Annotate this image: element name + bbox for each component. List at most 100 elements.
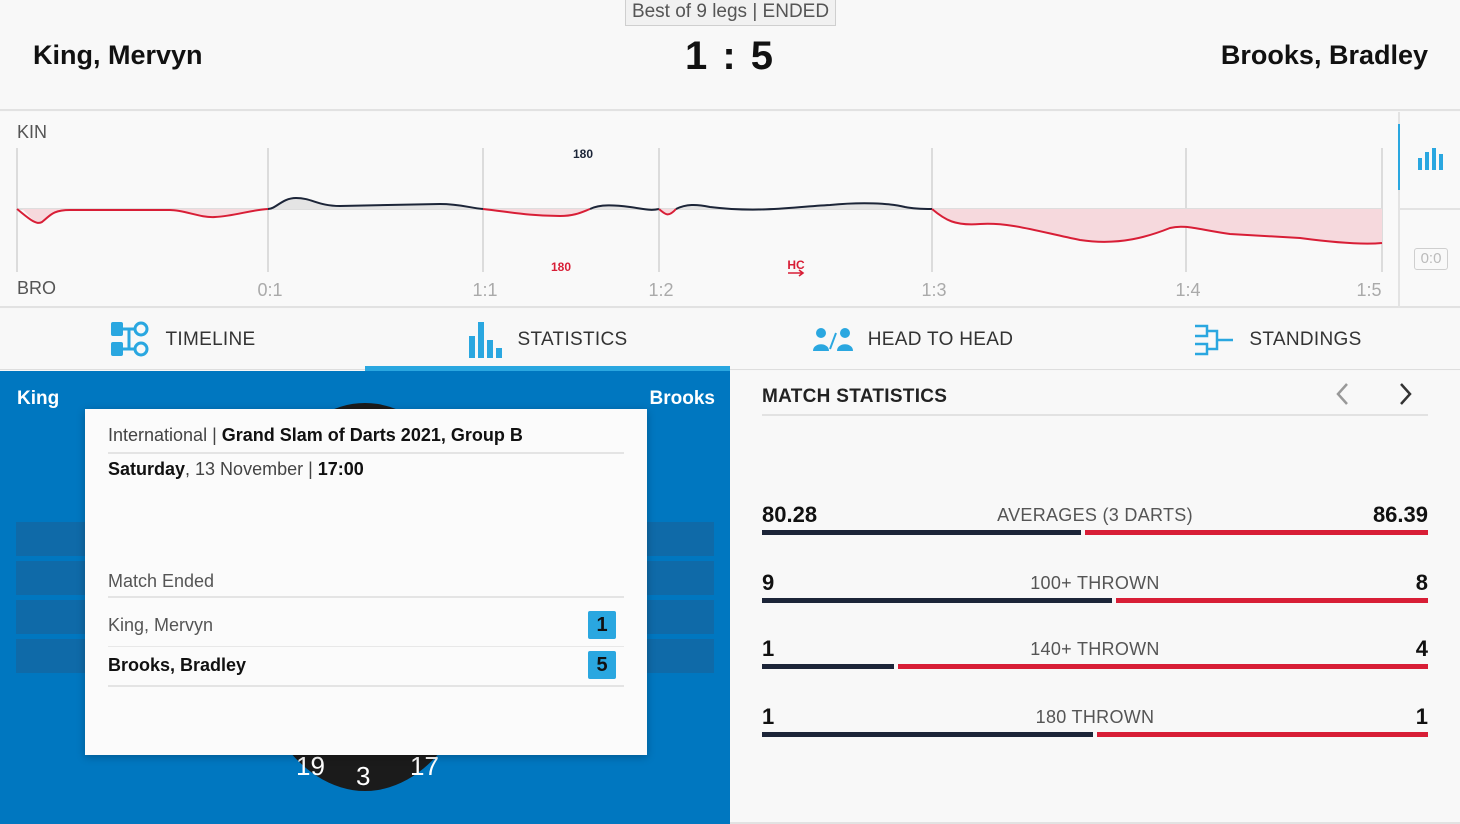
active-indicator [1398, 124, 1400, 190]
annotation-high-checkout: HC [787, 258, 805, 272]
tab-label: TIMELINE [165, 328, 256, 350]
leg-tick-label: 0:1 [257, 280, 282, 300]
timeline-icon [111, 321, 149, 356]
result-row: King, Mervyn 1 [108, 607, 624, 647]
match-status: Match Ended [108, 571, 624, 598]
player-left-name[interactable]: King, Mervyn [33, 40, 203, 70]
result-player-score: 1 [588, 611, 616, 639]
match-statistics-panel: MATCH STATISTICS 80.28 AVERAGES (3 DARTS)… [730, 371, 1460, 824]
stat-row: 1 180 THROWN 1 [762, 704, 1428, 744]
stat-bar-right [898, 664, 1428, 669]
stat-label: 100+ THROWN [1030, 573, 1160, 593]
stat-row: 9 100+ THROWN 8 [762, 570, 1428, 610]
stat-value-left: 9 [762, 570, 775, 595]
leg-tick-label: 1:2 [648, 280, 673, 300]
stat-label: 140+ THROWN [1030, 639, 1160, 659]
stat-value-right: 4 [1415, 636, 1428, 661]
separator: | [207, 425, 222, 445]
annotation-180-brooks: 180 [551, 260, 571, 274]
tab-statistics[interactable]: STATISTICS [365, 309, 730, 371]
tab-standings[interactable]: STANDINGS [1095, 309, 1460, 370]
momentum-line-brooks [931, 208, 1383, 245]
bracket-icon [1195, 324, 1234, 355]
timeline-controls: 0:0 [1398, 112, 1460, 308]
stat-bar-right [1085, 530, 1428, 535]
king-momentum-fill [268, 198, 932, 210]
score-right: 5 [750, 34, 776, 78]
dartboard-number: 19 [296, 751, 325, 781]
tournament-name[interactable]: Grand Slam of Darts 2021, Group B [221, 425, 523, 445]
stat-value-right: 8 [1415, 570, 1428, 595]
momentum-line-king [267, 196, 484, 210]
match-score: 1 : 5 [640, 34, 820, 79]
category: International [108, 425, 208, 445]
player-right-name[interactable]: Brooks, Bradley [1220, 40, 1428, 70]
checkout-arrow-icon [788, 269, 805, 277]
chevron-right-icon[interactable] [1390, 379, 1420, 409]
score-separator: : [722, 34, 738, 78]
stat-value-left: 80.28 [762, 502, 818, 527]
stat-bar-right [1116, 598, 1428, 603]
reset-score-button[interactable]: 0:0 [1414, 248, 1448, 270]
stat-label: 180 THROWN [1035, 707, 1155, 727]
stat-label: AVERAGES (3 DARTS) [997, 505, 1193, 525]
tab-head-to-head[interactable]: HEAD TO HEAD [730, 309, 1095, 370]
separator: | [303, 459, 318, 479]
tab-label: STATISTICS [517, 328, 628, 350]
stat-row: 80.28 AVERAGES (3 DARTS) 86.39 [762, 502, 1428, 542]
board-player-left: King [17, 388, 60, 409]
date-line: Saturday, 13 November | 17:00 [108, 459, 364, 480]
momentum-line-brooks [16, 208, 269, 224]
result-row: Brooks, Bradley 5 [108, 647, 624, 687]
result-player-name[interactable]: King, Mervyn [108, 615, 214, 635]
stat-bar-left [762, 732, 1093, 737]
tab-label: STANDINGS [1249, 328, 1362, 350]
match-info-card: International | Grand Slam of Darts 2021… [85, 409, 647, 755]
annotation-180-king: 180 [573, 147, 593, 161]
momentum-chart: KIN BRO 0:1 1:1 1:2 1:3 1:4 1:5 180 180 … [16, 122, 1383, 300]
date: , 13 November [185, 459, 304, 479]
stats-title: MATCH STATISTICS [762, 386, 1428, 416]
stat-row: 1 140+ THROWN 4 [762, 636, 1428, 676]
leg-tick-label: 1:4 [1175, 280, 1200, 300]
tab-label: HEAD TO HEAD [867, 328, 1014, 350]
stat-bar-left [762, 664, 894, 669]
stat-bar-left [762, 530, 1081, 535]
timeline-bottom-player-label: BRO [17, 278, 56, 298]
start-time: 17:00 [317, 459, 364, 479]
stat-value-right: 86.39 [1372, 502, 1428, 527]
panel-bottom-border [730, 822, 1460, 824]
bar-chart-icon[interactable] [1416, 146, 1446, 170]
momentum-timeline: KIN BRO 0:1 1:1 1:2 1:3 1:4 1:5 180 180 … [0, 112, 1460, 308]
stat-value-left: 1 [762, 704, 775, 729]
result-player-name[interactable]: Brooks, Bradley [108, 655, 247, 675]
score-left: 1 [684, 34, 710, 78]
stat-bar-left [762, 598, 1112, 603]
momentum-line-king [589, 204, 660, 211]
bar-chart-icon [468, 321, 502, 358]
controls-divider [1400, 208, 1460, 210]
match-format-badge: Best of 9 legs | ENDED [625, 0, 836, 26]
stat-bar-right [1097, 732, 1428, 737]
tab-timeline[interactable]: TIMELINE [0, 309, 365, 370]
leg-tick-label: 1:3 [921, 280, 946, 300]
momentum-line-brooks [658, 208, 677, 216]
head-to-head-icon [812, 327, 853, 351]
match-header: Best of 9 legs | ENDED King, Mervyn 1 : … [0, 0, 1460, 111]
result-player-score: 5 [588, 651, 616, 679]
chevron-left-icon[interactable] [1328, 379, 1358, 409]
board-player-right: Brooks [649, 388, 715, 409]
section-tabs: TIMELINE STATISTICS HEAD TO HEAD [0, 309, 1460, 371]
leg-tick-label: 1:5 [1356, 280, 1381, 300]
stat-value-left: 1 [762, 636, 775, 661]
brooks-momentum-fill [17, 209, 1382, 244]
momentum-line-king [675, 202, 933, 211]
tournament-line: International | Grand Slam of Darts 2021… [108, 425, 624, 454]
stat-value-right: 1 [1415, 704, 1428, 729]
weekday: Saturday [108, 459, 186, 479]
dartboard-number: 3 [356, 761, 371, 791]
momentum-line-brooks [482, 208, 591, 218]
dartboard-number: 17 [410, 751, 439, 781]
timeline-top-player-label: KIN [17, 122, 47, 142]
